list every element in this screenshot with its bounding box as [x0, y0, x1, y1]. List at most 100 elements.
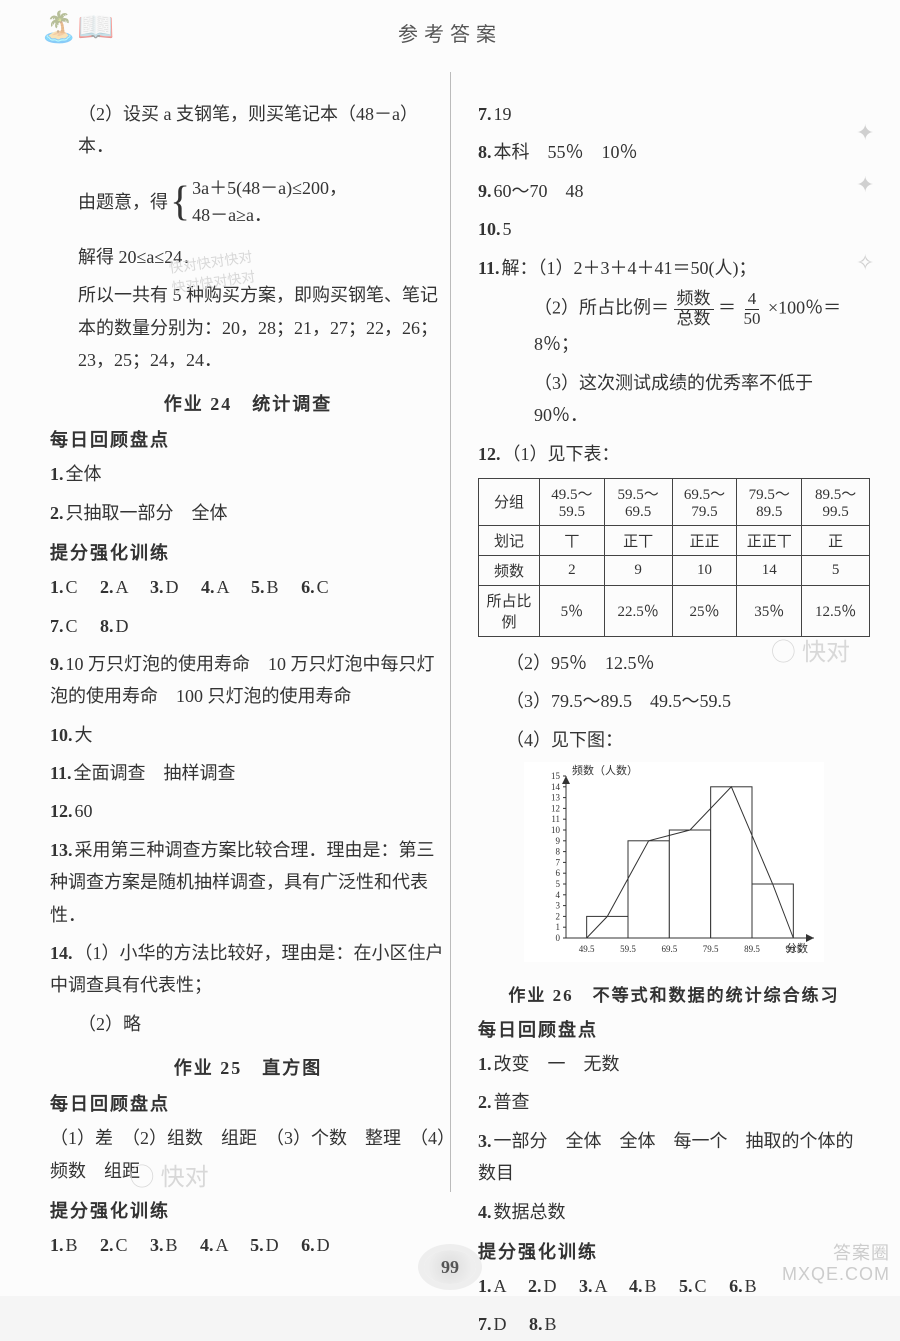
svg-text:69.5: 69.5 — [661, 944, 677, 954]
table-header-cell: 89.5～99.5 — [802, 478, 870, 525]
content-area: （2）设买 a 支钢笔，则买笔记本（48－a）本． 由题意，得 { 3a＋5(4… — [0, 72, 900, 1232]
review24-1: 1.全体 — [50, 458, 446, 490]
review24-2: 2.只抽取一部分 全体 — [50, 497, 446, 529]
review26-1: 1.改变 一 无数 — [478, 1048, 870, 1080]
svg-text:49.5: 49.5 — [579, 944, 595, 954]
mc26-row2: 7.D 8.B — [478, 1308, 870, 1340]
q25-11-1: 11.解：（1）2＋3＋4＋41＝50(人)； — [478, 252, 870, 284]
q24-14a: 14.（1）小华的方法比较好，理由是：在小区住户中调查具有代表性； — [50, 937, 446, 1002]
svg-text:59.5: 59.5 — [620, 944, 636, 954]
svg-text:10: 10 — [551, 825, 561, 835]
q24-10: 10.大 — [50, 719, 446, 751]
right-column: 7.19 8.本科 55％ 10％ 9.60～70 48 10.5 11.解：（… — [460, 92, 870, 1232]
table-cell: 正 — [802, 525, 870, 555]
table-cell: 丅 — [539, 525, 604, 555]
review26-3: 3.一部分 全体 全体 每一个 抽取的个体的数目 — [478, 1125, 870, 1190]
review-heading-25: 每日回顾盘点 — [50, 1090, 446, 1116]
solve-result: 解得 20≤a≤24． — [50, 241, 446, 273]
svg-text:1: 1 — [556, 922, 561, 932]
q25-11-3: （3）这次测试成绩的优秀率不低于 90％． — [478, 367, 870, 432]
q25-7: 7.19 — [478, 98, 870, 130]
histogram-chart: 012345678910111213141549.559.569.579.589… — [478, 762, 870, 967]
table-cell: 14 — [737, 555, 802, 585]
table-cell: 35％ — [737, 585, 802, 636]
review25-text: （1）差 （2）组数 组距 （3）个数 整理 （4）频数 组距 — [50, 1122, 446, 1187]
table-cell: 正正丅 — [737, 525, 802, 555]
table-header-cell: 79.5～89.5 — [737, 478, 802, 525]
svg-text:5: 5 — [556, 879, 561, 889]
q25-12-3: （3）79.5～89.5 49.5～59.5 — [478, 685, 870, 717]
histogram-svg: 012345678910111213141549.559.569.579.589… — [524, 762, 824, 962]
watermark-kuaidui-2: ◯ 快对 — [130, 1157, 209, 1192]
table-cell: 9 — [604, 555, 672, 585]
hw26-title: 作业 26 不等式和数据的统计综合练习 — [478, 981, 870, 1006]
page-header: 🏝️📖 参考答案 — [0, 0, 900, 70]
inequality-system: 由题意，得 { 3a＋5(48－a)≤200， 48－a≥a． — [50, 175, 347, 229]
svg-text:2: 2 — [556, 911, 561, 921]
svg-text:79.5: 79.5 — [703, 944, 719, 954]
page-title: 参考答案 — [398, 24, 502, 46]
q24-9: 9.10 万只灯泡的使用寿命 10 万只灯泡中每只灯泡的使用寿命 100 只灯泡… — [50, 648, 446, 713]
table-header-cell: 59.5～69.5 — [604, 478, 672, 525]
svg-text:13: 13 — [551, 793, 561, 803]
svg-text:89.5: 89.5 — [744, 944, 760, 954]
q25-10: 10.5 — [478, 213, 870, 245]
review-heading-24: 每日回顾盘点 — [50, 426, 446, 452]
system-line-1: 3a＋5(48－a)≤200， — [192, 175, 347, 202]
svg-text:15: 15 — [551, 771, 561, 781]
q24-11: 11.全面调查 抽样调查 — [50, 757, 446, 789]
palm-decoration-icon: 🏝️📖 — [40, 10, 115, 45]
review-heading-26: 每日回顾盘点 — [478, 1016, 870, 1042]
footer-watermark: 答案圈 MXQE.COM — [782, 1243, 890, 1286]
table-cell: 正正 — [672, 525, 737, 555]
table-cell: 10 — [672, 555, 737, 585]
q24-14b: （2）略 — [50, 1008, 446, 1040]
table-cell: 正丅 — [604, 525, 672, 555]
svg-text:分数: 分数 — [786, 942, 808, 955]
q25-8: 8.本科 55％ 10％ — [478, 136, 870, 168]
review26-4: 4.数据总数 — [478, 1196, 870, 1228]
q24-13: 13.采用第三种调查方案比较合理．理由是：第三种调查方案是随机抽样调查，具有广泛… — [50, 834, 446, 931]
mc24-row1: 1.C 2.A 3.D 4.A 5.B 6.C — [50, 571, 446, 603]
table-cell: 所占比例 — [479, 585, 540, 636]
table-cell: 22.5％ — [604, 585, 672, 636]
q25-12-1: 12.（1）见下表： — [478, 438, 870, 470]
left-column: （2）设买 a 支钢笔，则买笔记本（48－a）本． 由题意，得 { 3a＋5(4… — [50, 92, 460, 1232]
footer-wm-line2: MXQE.COM — [782, 1264, 890, 1286]
purchase-plans: 所以一共有 5 种购买方案，即购买钢笔、笔记本的数量分别为：20，28；21，2… — [50, 279, 446, 376]
table-cell: 2 — [539, 555, 604, 585]
svg-text:频数（人数）: 频数（人数） — [572, 763, 638, 777]
brace-icon: { — [170, 181, 190, 223]
review26-2: 2.普查 — [478, 1086, 870, 1118]
watermark-kuaidui-3: ◯ 快对 — [771, 632, 850, 667]
table-row: 划记丅正丅正正正正丅正 — [479, 525, 870, 555]
system-label: 由题意，得 — [78, 186, 168, 218]
table-row: 所占比例5％22.5％25％35％12.5％ — [479, 585, 870, 636]
footer-wm-line1: 答案圈 — [782, 1243, 890, 1265]
svg-text:12: 12 — [551, 803, 560, 813]
svg-text:11: 11 — [551, 814, 560, 824]
system-lines: 3a＋5(48－a)≤200， 48－a≥a． — [192, 175, 347, 229]
practice-heading-24: 提分强化训练 — [50, 539, 446, 565]
page-number: 99 — [424, 1250, 476, 1284]
svg-text:7: 7 — [556, 857, 561, 867]
svg-text:0: 0 — [556, 933, 561, 943]
q25-12-4: （4）见下图： — [478, 724, 870, 756]
table-cell: 25％ — [672, 585, 737, 636]
table-header-cell: 49.5～59.5 — [539, 478, 604, 525]
hw25-title: 作业 25 直方图 — [50, 1054, 446, 1080]
svg-text:4: 4 — [556, 890, 561, 900]
fraction-2: 4 50 — [741, 290, 764, 328]
mc25-row: 1.B 2.C 3.B 4.A 5.D 6.D — [50, 1229, 446, 1261]
table-header-cell: 69.5～79.5 — [672, 478, 737, 525]
table-row: 频数2910145 — [479, 555, 870, 585]
q25-11-2: （2）所占比例＝ 频数 总数 ＝ 4 50 ×100％＝8％； — [478, 290, 870, 361]
problem-2-intro: （2）设买 a 支钢笔，则买笔记本（48－a）本． — [50, 98, 446, 163]
svg-text:6: 6 — [556, 868, 561, 878]
frequency-table: 分组49.5～59.559.5～69.569.5～79.579.5～89.589… — [478, 478, 870, 637]
system-line-2: 48－a≥a． — [192, 202, 347, 229]
hw24-title: 作业 24 统计调查 — [50, 390, 446, 416]
q25-9: 9.60～70 48 — [478, 175, 870, 207]
fraction-1: 频数 总数 — [674, 290, 714, 328]
table-header-cell: 分组 — [479, 478, 540, 525]
